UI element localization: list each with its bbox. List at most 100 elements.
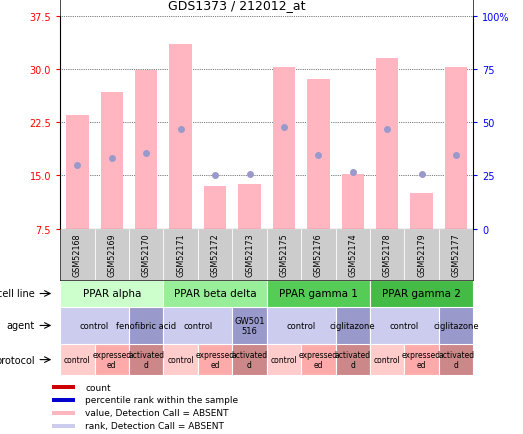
Point xyxy=(211,172,219,179)
Text: ciglitazone: ciglitazone xyxy=(330,321,376,330)
Bar xyxy=(163,229,198,280)
Bar xyxy=(163,307,232,344)
Bar xyxy=(100,92,123,229)
Bar xyxy=(370,280,473,307)
Text: control: control xyxy=(374,355,401,364)
Point xyxy=(314,153,323,160)
Text: activated
d: activated d xyxy=(335,350,371,369)
Text: PPAR gamma 2: PPAR gamma 2 xyxy=(382,289,461,299)
Text: GSM52169: GSM52169 xyxy=(107,233,116,276)
Text: expressed
ed: expressed ed xyxy=(299,350,338,369)
Text: count: count xyxy=(85,383,111,391)
Bar xyxy=(52,411,75,415)
Bar xyxy=(238,184,260,229)
Bar xyxy=(273,68,295,229)
Bar xyxy=(267,307,336,344)
Point xyxy=(452,153,460,160)
Bar xyxy=(342,174,364,229)
Bar xyxy=(370,307,439,344)
Bar xyxy=(66,116,88,229)
Bar xyxy=(52,424,75,428)
Text: GW501
516: GW501 516 xyxy=(234,316,265,335)
Bar xyxy=(135,71,157,229)
Text: GSM52168: GSM52168 xyxy=(73,233,82,276)
Text: activated
d: activated d xyxy=(128,350,164,369)
Point xyxy=(176,126,185,133)
Bar xyxy=(370,344,404,375)
Bar xyxy=(336,307,370,344)
Text: percentile rank within the sample: percentile rank within the sample xyxy=(85,395,238,404)
Text: GSM52176: GSM52176 xyxy=(314,233,323,276)
Text: rank, Detection Call = ABSENT: rank, Detection Call = ABSENT xyxy=(85,421,224,430)
Text: control: control xyxy=(183,321,212,330)
Text: GDS1373 / 212012_at: GDS1373 / 212012_at xyxy=(168,0,305,12)
Text: control: control xyxy=(80,321,109,330)
Bar xyxy=(439,229,473,280)
Point xyxy=(349,169,357,176)
Text: protocol: protocol xyxy=(0,355,35,365)
Bar xyxy=(60,307,129,344)
Text: control: control xyxy=(270,355,297,364)
Bar xyxy=(404,344,439,375)
Bar xyxy=(307,80,329,229)
Text: GSM52177: GSM52177 xyxy=(451,233,461,276)
Bar xyxy=(232,229,267,280)
Bar xyxy=(163,344,198,375)
Bar xyxy=(198,229,232,280)
Bar xyxy=(60,280,163,307)
Bar xyxy=(267,229,301,280)
Text: PPAR gamma 1: PPAR gamma 1 xyxy=(279,289,358,299)
Point xyxy=(417,171,426,178)
Bar xyxy=(52,385,75,389)
Text: fenofibric acid: fenofibric acid xyxy=(116,321,176,330)
Bar xyxy=(169,45,192,229)
Point xyxy=(245,171,254,178)
Bar xyxy=(204,187,226,229)
Bar xyxy=(267,344,301,375)
Text: expressed
ed: expressed ed xyxy=(196,350,235,369)
Bar xyxy=(439,307,473,344)
Point xyxy=(142,150,151,157)
Text: PPAR alpha: PPAR alpha xyxy=(83,289,141,299)
Text: GSM52179: GSM52179 xyxy=(417,233,426,276)
Bar xyxy=(376,59,399,229)
Bar xyxy=(60,229,95,280)
Text: control: control xyxy=(390,321,419,330)
Text: agent: agent xyxy=(7,321,35,331)
Point xyxy=(383,126,391,133)
Bar xyxy=(404,229,439,280)
Bar xyxy=(232,344,267,375)
Point xyxy=(280,124,288,131)
Bar xyxy=(267,280,370,307)
Bar xyxy=(129,344,163,375)
Bar xyxy=(198,344,232,375)
Text: PPAR beta delta: PPAR beta delta xyxy=(174,289,256,299)
Text: cell line: cell line xyxy=(0,289,35,299)
Text: control: control xyxy=(287,321,316,330)
Bar xyxy=(301,229,336,280)
Bar xyxy=(232,307,267,344)
Bar xyxy=(60,344,95,375)
Bar xyxy=(336,344,370,375)
Text: control: control xyxy=(64,355,90,364)
Bar xyxy=(129,307,163,344)
Point xyxy=(108,155,116,162)
Text: activated
d: activated d xyxy=(438,350,474,369)
Text: GSM52174: GSM52174 xyxy=(348,233,357,276)
Point xyxy=(73,162,82,169)
Text: control: control xyxy=(167,355,194,364)
Bar xyxy=(129,229,163,280)
Text: ciglitazone: ciglitazone xyxy=(433,321,479,330)
Text: expressed
ed: expressed ed xyxy=(402,350,441,369)
Text: GSM52178: GSM52178 xyxy=(383,233,392,276)
Bar xyxy=(163,280,267,307)
Bar xyxy=(95,344,129,375)
Bar xyxy=(370,229,404,280)
Bar xyxy=(411,194,433,229)
Text: GSM52172: GSM52172 xyxy=(211,233,220,276)
Text: value, Detection Call = ABSENT: value, Detection Call = ABSENT xyxy=(85,408,229,418)
Text: GSM52170: GSM52170 xyxy=(142,233,151,276)
Bar xyxy=(336,229,370,280)
Bar xyxy=(301,344,336,375)
Text: activated
d: activated d xyxy=(232,350,268,369)
